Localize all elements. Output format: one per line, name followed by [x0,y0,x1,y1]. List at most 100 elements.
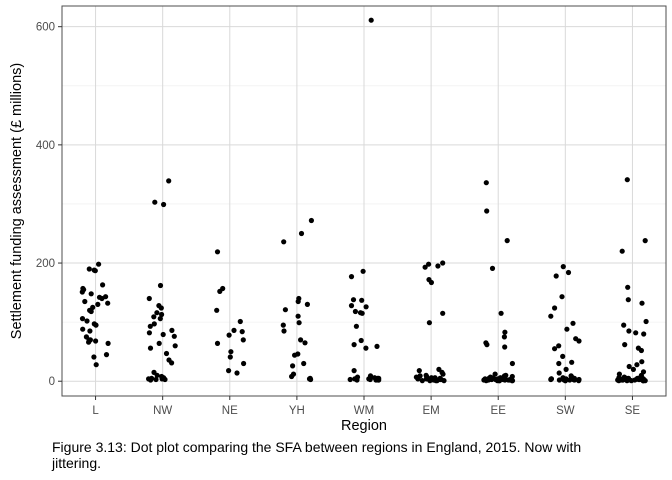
data-point [426,320,432,326]
data-point [351,342,357,348]
data-point [79,289,85,295]
data-point [92,268,98,274]
data-point [156,340,162,346]
data-point [509,378,516,384]
data-point [301,360,307,367]
data-point [308,217,314,224]
data-point [552,305,558,311]
data-point [548,313,554,319]
data-point [640,378,646,384]
data-point [96,261,102,267]
data-point [556,360,562,367]
data-point [426,261,432,267]
data-point [82,298,88,305]
x-tick-label: NW [153,405,172,417]
data-point [79,316,86,322]
data-point [552,346,558,352]
data-point [620,377,626,383]
data-point [88,308,94,315]
data-point [147,323,153,329]
data-point [502,329,508,335]
data-point [228,349,234,355]
data-point [509,360,515,367]
data-point [352,308,358,315]
data-point [280,322,286,328]
data-point [239,329,245,335]
data-point [502,344,508,350]
data-point [616,378,622,384]
y-tick-label: 0 [49,376,55,388]
y-axis-title: Settlement funding assessment (£ million… [9,63,25,339]
data-point [498,310,504,316]
data-point [231,327,237,333]
data-point [639,300,645,306]
data-point [217,288,223,294]
data-point [359,310,365,316]
data-point [105,340,111,346]
data-point [433,378,439,384]
data-point [626,328,632,334]
data-point [290,363,296,369]
x-tick-label: EM [422,405,439,417]
data-point [621,322,627,328]
data-point [358,337,364,344]
data-point [105,300,111,306]
data-point [560,353,566,359]
data-point [374,343,380,349]
data-point [435,263,441,269]
y-tick-label: 600 [36,22,55,34]
data-point [567,377,573,383]
x-tick-label: YH [289,405,305,417]
data-point [483,378,489,384]
data-point [502,377,508,383]
data-point [86,339,92,345]
x-tick-label: EE [491,405,507,417]
data-point [80,326,86,332]
data-point [308,376,314,383]
data-point [639,359,645,365]
data-point [563,366,569,372]
data-point [642,238,648,244]
data-point [576,338,582,344]
data-point [559,294,565,300]
data-point [441,378,447,384]
data-point [166,178,172,184]
data-point [354,377,360,383]
data-point [302,340,308,346]
data-point [641,331,647,337]
data-point [226,332,232,338]
data-point [351,368,357,374]
data-point [281,239,287,245]
data-point [427,378,433,384]
data-point [296,320,302,326]
data-point [234,370,240,376]
data-point [625,284,631,290]
data-point [169,360,175,366]
x-axis-title: Region [341,418,387,434]
data-point [227,354,233,360]
data-point [226,368,232,374]
data-point [350,297,357,303]
data-point [556,377,563,383]
data-point [359,297,365,303]
data-point [628,378,635,384]
data-point [353,323,359,329]
data-point [625,297,631,303]
data-point [100,282,106,288]
data-point [295,313,301,319]
data-point [562,378,568,384]
data-point [84,318,90,324]
figure-caption: Figure 3.13: Dot plot comparing the SFA … [52,439,582,471]
data-point [237,318,243,325]
data-point [376,377,382,383]
data-point [304,301,310,307]
data-point [636,376,642,383]
data-point [556,343,562,349]
data-point [151,321,157,327]
x-tick-label: L [92,405,99,417]
data-point [169,327,175,333]
data-point [564,326,570,332]
y-tick-label: 200 [36,258,55,270]
data-point [86,266,92,272]
